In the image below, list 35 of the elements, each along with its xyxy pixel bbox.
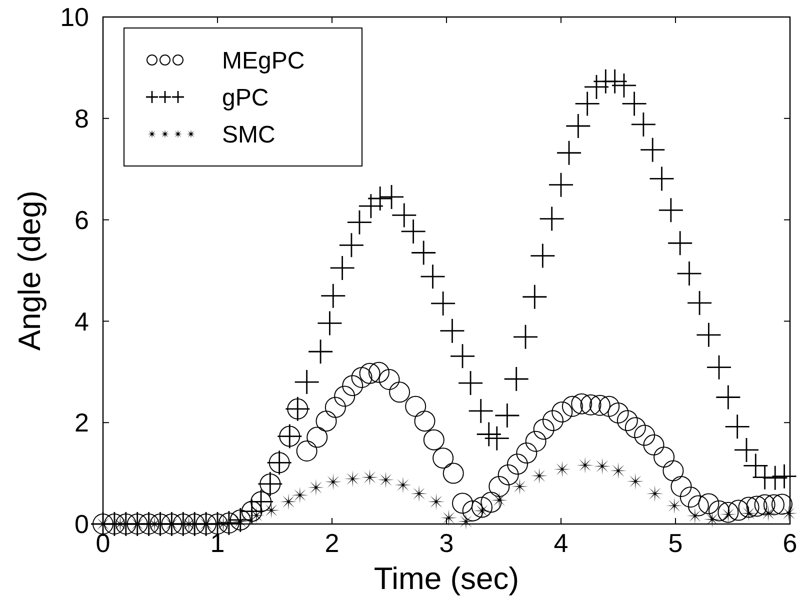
point [457,512,474,530]
y-tick-label: 4 [74,306,89,336]
x-tick-label: 1 [210,528,225,558]
point [262,502,280,519]
x-tick-label: 0 [96,528,110,558]
legend-label: SMC [222,121,276,148]
point [610,462,627,480]
point [440,509,458,526]
point [291,486,308,504]
point [361,468,378,486]
point [530,467,548,484]
y-tick-label: 8 [74,104,89,134]
y-axis-title: Angle (deg) [12,190,47,351]
point [626,472,644,490]
point [594,458,611,475]
x-tick-label: 2 [324,528,340,558]
x-axis-title: Time (sec) [374,561,520,596]
point [394,476,412,494]
point [344,470,362,488]
y-tick-label: 0 [74,509,89,540]
legend-label: gPC [222,84,269,112]
y-tick-label: 10 [60,2,89,32]
y-tick-label: 2 [74,408,89,438]
legend-label: MEgPC [222,47,305,74]
point [666,497,683,514]
x-tick-label: 4 [554,528,568,558]
point [554,460,571,478]
point [377,471,394,488]
point [307,478,324,496]
x-tick-label: 3 [439,528,454,558]
point [428,493,445,510]
y-tick-label: 6 [74,204,89,235]
x-tick-label: 5 [668,528,683,558]
x-tick-label: 6 [782,528,798,558]
point [780,504,798,522]
